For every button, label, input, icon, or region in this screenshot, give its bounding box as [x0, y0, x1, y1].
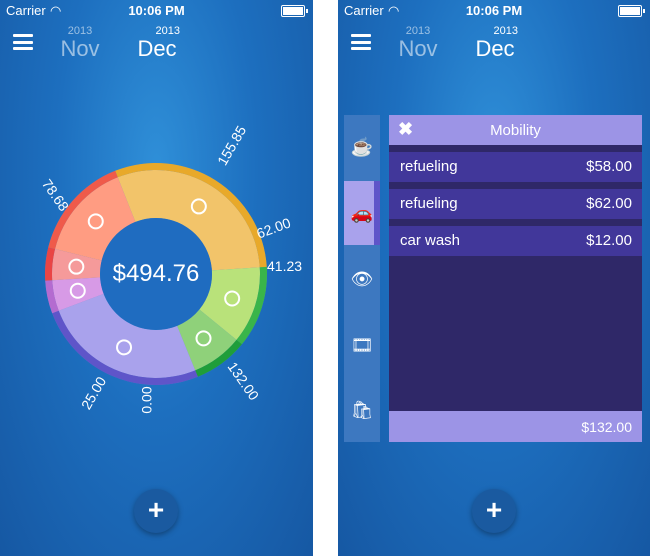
expense-name: car wash	[400, 232, 460, 249]
amount-label-health: 41.23	[267, 258, 302, 274]
current-month: 2013 Dec	[472, 26, 518, 61]
add-expense-button[interactable]: +	[134, 489, 178, 533]
clock: 10:06 PM	[338, 3, 650, 18]
current-month-name: Dec	[472, 37, 518, 61]
expense-row[interactable]: refueling $58.00	[389, 152, 642, 182]
battery-icon	[618, 5, 642, 17]
category-film-icon[interactable]: 🎞	[344, 313, 380, 377]
status-bar: Carrier ◠ 10:06 PM	[338, 0, 650, 20]
selected-category-accent	[374, 181, 380, 245]
right-screen: Carrier ◠ 10:06 PM 2013 Nov 2013 Dec ☕ 🚗…	[338, 0, 650, 556]
expense-name: refueling	[400, 195, 458, 212]
left-screen: Carrier ◠ 10:06 PM 2013 Nov 2013 Dec $49…	[0, 0, 313, 556]
menu-icon[interactable]	[351, 34, 371, 50]
expense-row[interactable]: refueling $62.00	[389, 189, 642, 219]
expense-price: $12.00	[586, 232, 632, 249]
category-coffee-icon[interactable]: ☕	[344, 115, 380, 179]
previous-month[interactable]: 2013 Nov	[398, 26, 438, 61]
expense-name: refueling	[400, 158, 458, 175]
panel-title: Mobility	[389, 122, 642, 139]
panel-header: ✖ Mobility	[389, 115, 642, 145]
category-bag-icon[interactable]: 🛍	[344, 378, 380, 442]
panel-total: $132.00	[581, 419, 632, 435]
panel-footer: $132.00	[389, 411, 642, 442]
add-expense-button[interactable]: +	[472, 489, 516, 533]
expense-row[interactable]: car wash $12.00	[389, 226, 642, 256]
expense-panel: ✖ Mobility refueling $58.00 refueling $6…	[389, 115, 642, 442]
expense-price: $62.00	[586, 195, 632, 212]
category-sidebar: ☕ 🚗 👁 🎞 🛍	[344, 115, 380, 442]
total-amount: $494.76	[90, 260, 222, 288]
previous-month-name: Nov	[398, 37, 438, 61]
category-eye-icon[interactable]: 👁	[344, 247, 380, 311]
amount-label-sight: 0.00	[139, 386, 155, 413]
expense-price: $58.00	[586, 158, 632, 175]
